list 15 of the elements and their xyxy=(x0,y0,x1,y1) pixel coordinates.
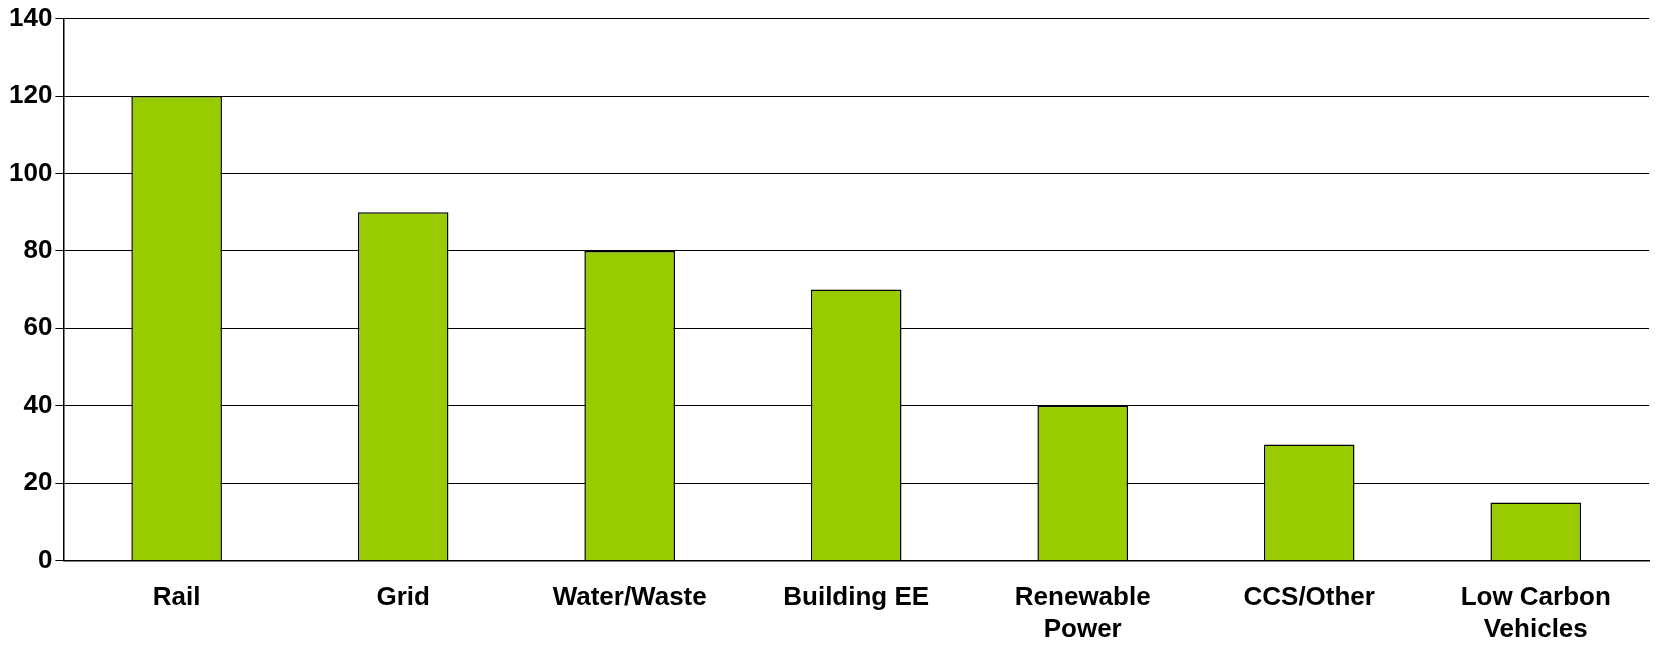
y-tick-label: 60 xyxy=(23,311,53,342)
x-tick-label: Building EE xyxy=(783,581,930,612)
y-tick-label: 0 xyxy=(37,543,53,574)
y-tick-label: 140 xyxy=(8,1,53,32)
x-tick-label: Grid xyxy=(376,581,430,612)
y-tick-label: 40 xyxy=(23,388,53,419)
x-tick-label: CCS/Other xyxy=(1243,581,1375,612)
x-tick-label: Low Carbon Vehicles xyxy=(1460,581,1611,643)
y-tick-label: 120 xyxy=(8,79,53,110)
y-tick-label: 80 xyxy=(23,234,53,265)
x-tick-label: Renewable Power xyxy=(1014,581,1151,643)
x-tick-label: Water/Waste xyxy=(552,581,707,612)
x-tick-label: Rail xyxy=(152,581,201,612)
y-tick-label: 20 xyxy=(23,466,53,497)
y-tick-label: 100 xyxy=(8,156,53,187)
